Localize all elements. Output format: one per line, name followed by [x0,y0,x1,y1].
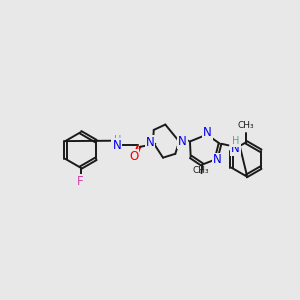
Text: CH₃: CH₃ [238,121,254,130]
Text: H: H [114,135,121,145]
Text: CH₃: CH₃ [192,167,209,176]
Text: N: N [231,142,240,155]
Text: O: O [129,150,138,164]
Text: N: N [203,126,212,139]
Text: N: N [178,135,187,148]
Text: N: N [112,139,121,152]
Text: F: F [77,175,84,188]
Text: H: H [232,136,239,146]
Text: N: N [213,154,222,166]
Text: N: N [146,136,154,149]
